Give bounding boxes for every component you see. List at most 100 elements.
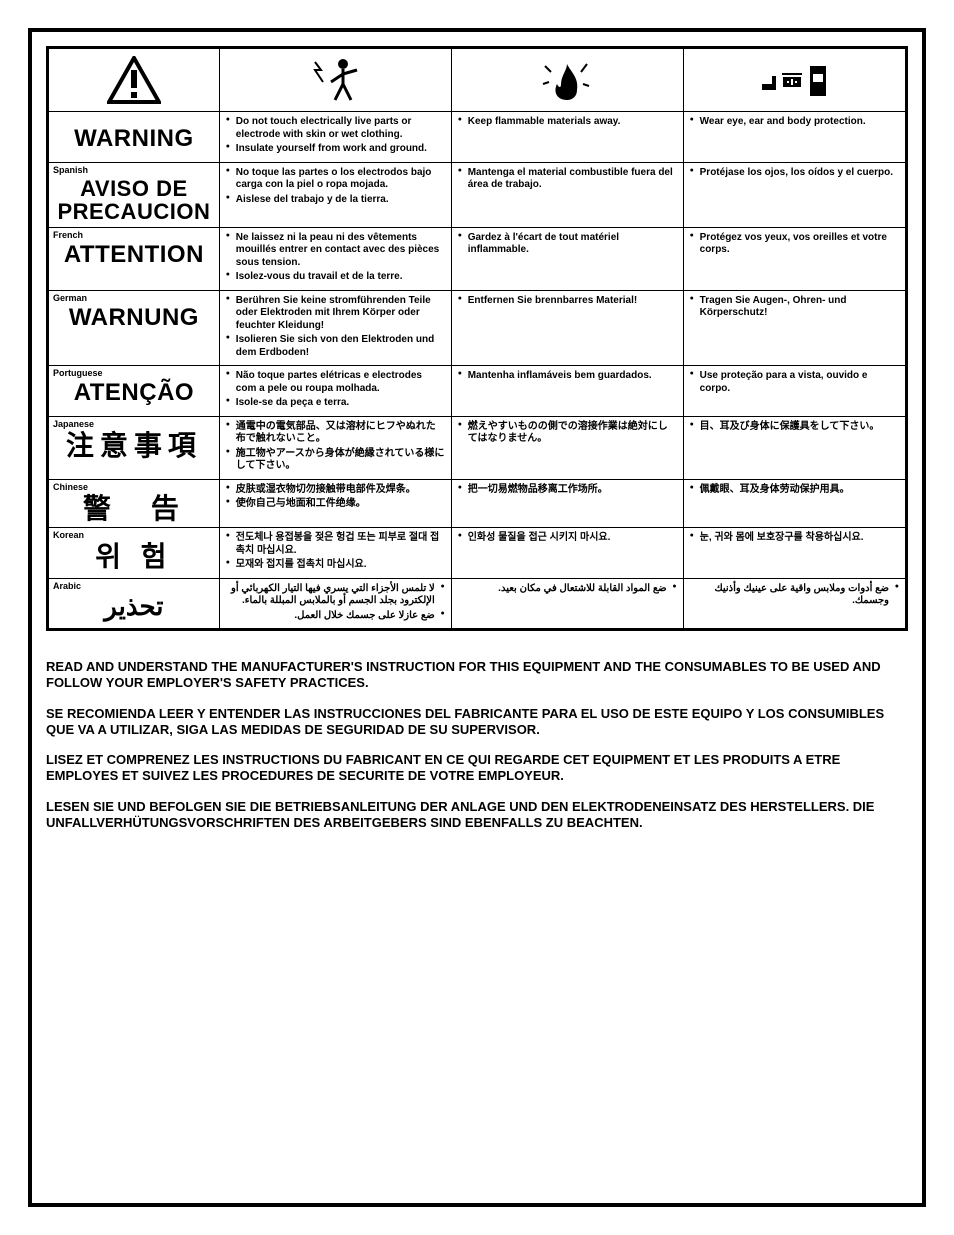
language-label: Korean [53,530,84,540]
table-row: Chinese 警 告皮肤或湿衣物切勿接触带电部件及焊条。使你自己与地面和工件绝缘… [48,479,907,527]
language-label: Spanish [53,165,88,175]
bullet-item: ضع أدوات وملابس واقية على عينيك وأذنيك و… [690,583,899,608]
footer-text: READ AND UNDERSTAND THE MANUFACTURER'S I… [46,659,908,831]
bullet-list: Entfernen Sie brennbarres Material! [458,295,677,308]
fire-cell: 인화성 물질을 접근 시키지 마시요. [451,528,683,579]
electric-shock-icon [305,56,365,104]
warning-word: 警 告 [55,494,213,523]
ppe-cell: ضع أدوات وملابس واقية على عينيك وأذنيك و… [683,578,906,630]
warning-word: WARNING [55,126,213,151]
bullet-item: 전도체나 용접봉을 젖은 헝겁 또는 피부로 절대 접촉치 마십시요. [226,532,445,557]
bullet-item: 使你自己与地面和工件绝缘。 [226,498,445,511]
bullet-item: 佩戴眼、耳及身体劳动保护用具。 [690,484,899,497]
bullet-item: Insulate yourself from work and ground. [226,143,445,156]
warning-icon-cell [48,48,220,112]
table-row: Arabic تحذيرلا تلمس الأجزاء التي يسري فيه… [48,578,907,630]
table-row: Portuguese ATENÇÃO Não toque partes elétri… [48,366,907,417]
language-label: Portuguese [53,368,103,378]
bullet-item: Wear eye, ear and body protection. [690,116,899,129]
bullet-list: Protégez vos yeux, vos oreilles et votre… [690,232,899,257]
fire-cell: 燃えやすいものの側での溶接作業は絶対にしてはなりません。 [451,416,683,479]
electric-cell: 通電中の電気部品、又は溶材にヒフやぬれた布で触れないこと。施工物やアースから身体… [219,416,451,479]
electric-cell: 전도체나 용접봉을 젖은 헝겁 또는 피부로 절대 접촉치 마십시요. 모재와 접… [219,528,451,579]
language-cell: Spanish AVISO DE PRECAUCION [48,162,220,227]
ppe-cell: Protéjase los ojos, los oídos y el cuerp… [683,162,906,227]
bullet-item: 施工物やアースから身体が絶縁されている様にして下さい。 [226,448,445,473]
fire-cell: ضع المواد القابلة للاشتعال في مكان بعيد. [451,578,683,630]
bullet-item: Isolez-vous du travail et de la terre. [226,271,445,284]
fire-cell: Mantenha inflamáveis bem guardados. [451,366,683,417]
ppe-cell: Use proteção para a vista, ouvido e corp… [683,366,906,417]
outer-border: WARNING Do not touch electrically live pa… [28,28,926,1207]
bullet-item: Gardez à l'écart de tout matériel inflam… [458,232,677,257]
bullet-item: Berühren Sie keine stromführenden Teile … [226,295,445,333]
bullet-item: Do not touch electrically live parts or … [226,116,445,141]
bullet-list: Use proteção para a vista, ouvido e corp… [690,370,899,395]
warning-word: تحذير [55,593,213,620]
ppe-cell: 目、耳及び身体に保護具をして下さい。 [683,416,906,479]
language-cell: GermanWARNUNG [48,290,220,366]
warning-word: 위 험 [55,542,213,571]
language-label: French [53,230,83,240]
bullet-list: Wear eye, ear and body protection. [690,116,899,129]
table-row: WARNING Do not touch electrically live pa… [48,112,907,163]
warning-table: WARNING Do not touch electrically live pa… [46,46,908,631]
bullet-item: ضع عازلا على جسمك خلال العمل. [226,610,445,623]
bullet-item: Mantenha inflamáveis bem guardados. [458,370,677,383]
warning-word: WARNUNG [55,305,213,330]
bullet-list: Do not touch electrically live parts or … [226,116,445,156]
bullet-item: 燃えやすいものの側での溶接作業は絶対にしてはなりません。 [458,421,677,446]
bullet-list: Mantenha inflamáveis bem guardados. [458,370,677,383]
bullet-item: Tragen Sie Augen-, Ohren- und Körperschu… [690,295,899,320]
footer-paragraph: LISEZ ET COMPRENEZ LES INSTRUCTIONS DU F… [46,752,908,785]
fire-icon-cell [451,48,683,112]
bullet-item: 把一切易燃物品移离工作场所。 [458,484,677,497]
fire-cell: Mantenga el material combustible fuera d… [451,162,683,227]
fire-cell: Gardez à l'écart de tout matériel inflam… [451,227,683,290]
language-label: Arabic [53,581,81,591]
electric-cell: 皮肤或湿衣物切勿接触带电部件及焊条。使你自己与地面和工件绝缘。 [219,479,451,527]
warning-word: AVISO DE PRECAUCION [55,177,213,223]
fire-cell: 把一切易燃物品移离工作场所。 [451,479,683,527]
warning-triangle-icon [107,56,161,104]
table-row: Japanese 注意事項通電中の電気部品、又は溶材にヒフやぬれた布で触れないこと… [48,416,907,479]
warning-word: 注意事項 [55,431,213,460]
bullet-list: Mantenga el material combustible fuera d… [458,167,677,192]
bullet-item: 모재와 접지를 접촉치 마십시요. [226,559,445,572]
bullet-item: Ne laissez ni la peau ni des vêtements m… [226,232,445,270]
footer-paragraph: READ AND UNDERSTAND THE MANUFACTURER'S I… [46,659,908,692]
ppe-cell: Wear eye, ear and body protection. [683,112,906,163]
bullet-list: ضع أدوات وملابس واقية على عينيك وأذنيك و… [690,583,899,608]
electric-cell: لا تلمس الأجزاء التي يسري فيها التيار ال… [219,578,451,630]
ppe-cell: Protégez vos yeux, vos oreilles et votre… [683,227,906,290]
bullet-item: Isolieren Sie sich von den Elektroden un… [226,334,445,359]
language-label: Japanese [53,419,94,429]
bullet-list: Berühren Sie keine stromführenden Teile … [226,295,445,360]
bullet-list: 전도체나 용접봉을 젖은 헝겁 또는 피부로 절대 접촉치 마십시요. 모재와 접… [226,532,445,572]
bullet-item: 눈, 귀와 몸에 보호장구를 착용하십시요. [690,532,899,545]
ppe-icon [758,56,830,104]
electric-icon-cell [219,48,451,112]
language-label: Chinese [53,482,88,492]
warning-word: ATTENTION [55,242,213,267]
bullet-list: No toque las partes o los electrodos baj… [226,167,445,207]
bullet-list: 佩戴眼、耳及身体劳动保护用具。 [690,484,899,497]
bullet-item: Aislese del trabajo y de la tierra. [226,194,445,207]
bullet-list: Keep flammable materials away. [458,116,677,129]
bullet-list: Protéjase los ojos, los oídos y el cuerp… [690,167,899,180]
language-cell: Japanese 注意事項 [48,416,220,479]
bullet-item: ضع المواد القابلة للاشتعال في مكان بعيد. [458,583,677,596]
bullet-item: 인화성 물질을 접근 시키지 마시요. [458,532,677,545]
ppe-cell: 눈, 귀와 몸에 보호장구를 착용하십시요. [683,528,906,579]
table-row: Spanish AVISO DE PRECAUCION No toque las p… [48,162,907,227]
bullet-item: 皮肤或湿衣物切勿接触带电部件及焊条。 [226,484,445,497]
electric-cell: Berühren Sie keine stromführenden Teile … [219,290,451,366]
bullet-list: Gardez à l'écart de tout matériel inflam… [458,232,677,257]
bullet-list: Não toque partes elétricas e electrodes … [226,370,445,410]
bullet-item: Entfernen Sie brennbarres Material! [458,295,677,308]
warning-word: ATENÇÃO [55,380,213,405]
bullet-list: 目、耳及び身体に保護具をして下さい。 [690,421,899,434]
bullet-list: ضع المواد القابلة للاشتعال في مكان بعيد. [458,583,677,596]
bullet-item: Isole-se da peça e terra. [226,397,445,410]
table-row: Korean 위 험 전도체나 용접봉을 젖은 헝겁 또는 피부로 절대 접촉치 마… [48,528,907,579]
